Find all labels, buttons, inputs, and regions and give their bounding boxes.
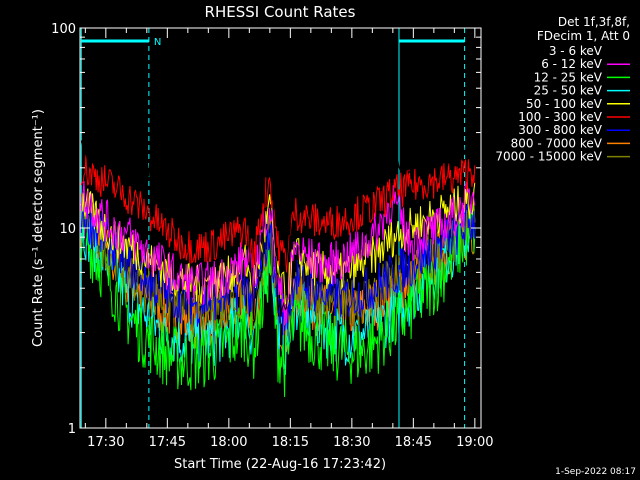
render-timestamp: 1-Sep-2022 08:17 <box>555 467 636 477</box>
legend-entry-label: 7000 - 15000 keV <box>495 150 602 164</box>
x-tick-label: 18:00 <box>210 435 247 450</box>
x-axis-label: Start Time (22-Aug-16 17:23:42) <box>174 457 386 472</box>
y-tick-label: 100 <box>51 22 76 37</box>
legend-entry-label: 50 - 100 keV <box>526 97 603 111</box>
y-axis-ticks: 1 10 100 <box>51 22 481 437</box>
legend-entry-label: 300 - 800 keV <box>518 123 602 137</box>
x-tick-label: 17:45 <box>149 435 186 450</box>
legend-entry-label: 100 - 300 keV <box>518 110 602 124</box>
x-tick-label: 19:00 <box>456 435 493 450</box>
series-line <box>80 128 476 323</box>
y-tick-label: 10 <box>59 222 76 237</box>
legend-entry-label: 6 - 12 keV <box>541 57 603 71</box>
x-tick-label: 17:30 <box>87 435 124 450</box>
x-axis-ticks: 17:30 17:45 18:00 18:15 18:30 18:45 19:00 <box>84 28 494 450</box>
series-line <box>80 180 476 326</box>
y-axis-label: Count Rate (s⁻¹ detector segment⁻¹) <box>31 109 46 347</box>
series-line <box>80 200 476 398</box>
legend-header-line-2: FDecim 1, Att 0 <box>537 29 630 43</box>
legend-entry-label: 3 - 6 keV <box>549 44 603 58</box>
x-tick-label: 18:30 <box>333 435 370 450</box>
x-tick-label: 18:45 <box>395 435 432 450</box>
x-tick-label: 18:15 <box>272 435 309 450</box>
night-label: N <box>154 37 161 48</box>
legend-entry-label: 800 - 7000 keV <box>511 136 603 150</box>
series-line <box>80 192 476 336</box>
legend-entry-label: 12 - 25 keV <box>534 70 603 84</box>
series-lines <box>80 128 476 398</box>
legend-entry-label: 25 - 50 keV <box>534 84 603 98</box>
series-line <box>80 155 476 273</box>
y-tick-label: 1 <box>68 422 76 437</box>
chart-title: RHESSI Count Rates <box>205 3 356 21</box>
legend-header-line-1: Det 1f,3f,8f, <box>558 15 630 29</box>
series-line <box>80 193 476 338</box>
